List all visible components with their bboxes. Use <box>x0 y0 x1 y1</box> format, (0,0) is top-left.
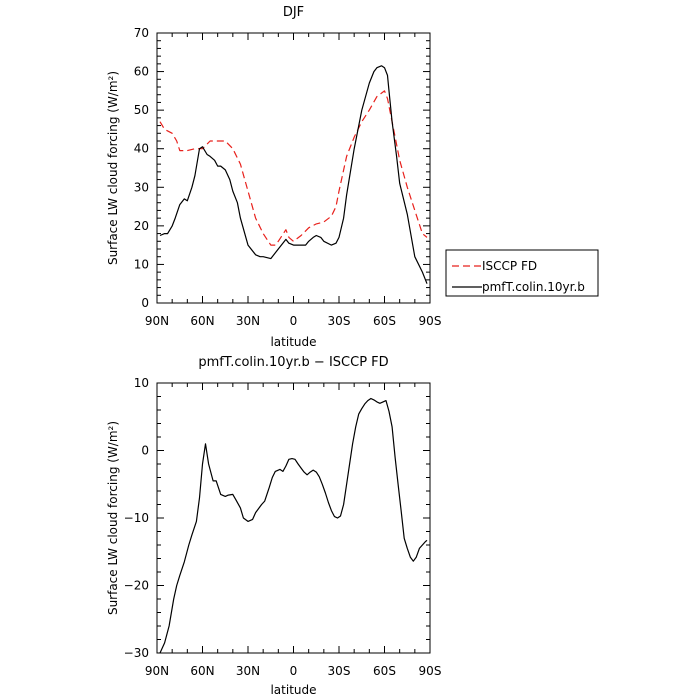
legend-label: pmfT.colin.10yr.b <box>482 280 585 294</box>
x-tick-label: 30N <box>236 314 260 328</box>
y-tick-label: 30 <box>134 180 149 194</box>
x-tick-label: 30N <box>236 664 260 678</box>
x-tick-label: 30S <box>328 314 351 328</box>
y-tick-label: 60 <box>134 65 149 79</box>
x-tick-label: 60S <box>373 664 396 678</box>
y-tick-label: −30 <box>124 646 149 660</box>
y-tick-label: 70 <box>134 26 149 40</box>
x-tick-label: 0 <box>290 314 298 328</box>
y-tick-label: 10 <box>134 376 149 390</box>
legend-label: ISCCP FD <box>482 259 537 273</box>
x-tick-label: 90S <box>419 664 442 678</box>
y-tick-label: −20 <box>124 579 149 593</box>
y-tick-label: 10 <box>134 257 149 271</box>
x-tick-label: 90N <box>145 664 169 678</box>
y-tick-label: −10 <box>124 511 149 525</box>
chart-title: DJF <box>283 5 304 20</box>
y-tick-label: 50 <box>134 103 149 117</box>
x-tick-label: 30S <box>328 664 351 678</box>
top-panel: 90N 60N 30N 0 30S 60S 90S 0 10 20 30 40 50 60 70 DJF lat… <box>106 5 441 349</box>
legend: ISCCP FD pmfT.colin.10yr.b <box>445 249 599 297</box>
x-tick-label: 90N <box>145 314 169 328</box>
x-tick-label: 60N <box>190 314 214 328</box>
y-tick-label: 0 <box>141 296 149 310</box>
plot-frame <box>156 32 431 304</box>
x-tick-label: 60N <box>190 664 214 678</box>
x-axis-label: latitude <box>270 683 316 697</box>
legend-box <box>445 249 599 297</box>
bottom-panel: 90N 60N 30N 0 30S 60S 90S −30 −20 −10 0 10 pmfT.coli… <box>106 355 441 697</box>
x-tick-label: 60S <box>373 314 396 328</box>
x-tick-label: 90S <box>419 314 442 328</box>
chart-title: pmfT.colin.10yr.b − ISCCP FD <box>198 355 388 370</box>
series-line-isccp-fd <box>159 90 428 246</box>
y-tick-label: 40 <box>134 142 149 156</box>
series-line-pmft-colin-10yr-b <box>159 65 428 284</box>
y-tick-label: 0 <box>141 444 149 458</box>
y-tick-label: 20 <box>134 219 149 233</box>
y-axis-label: Surface LW cloud forcing (W/m²) <box>106 421 120 615</box>
x-tick-label: 0 <box>290 664 298 678</box>
series-line-difference <box>159 397 428 654</box>
x-axis-label: latitude <box>270 335 316 349</box>
y-axis-label: Surface LW cloud forcing (W/m²) <box>106 71 120 265</box>
plot-frame <box>156 382 431 654</box>
